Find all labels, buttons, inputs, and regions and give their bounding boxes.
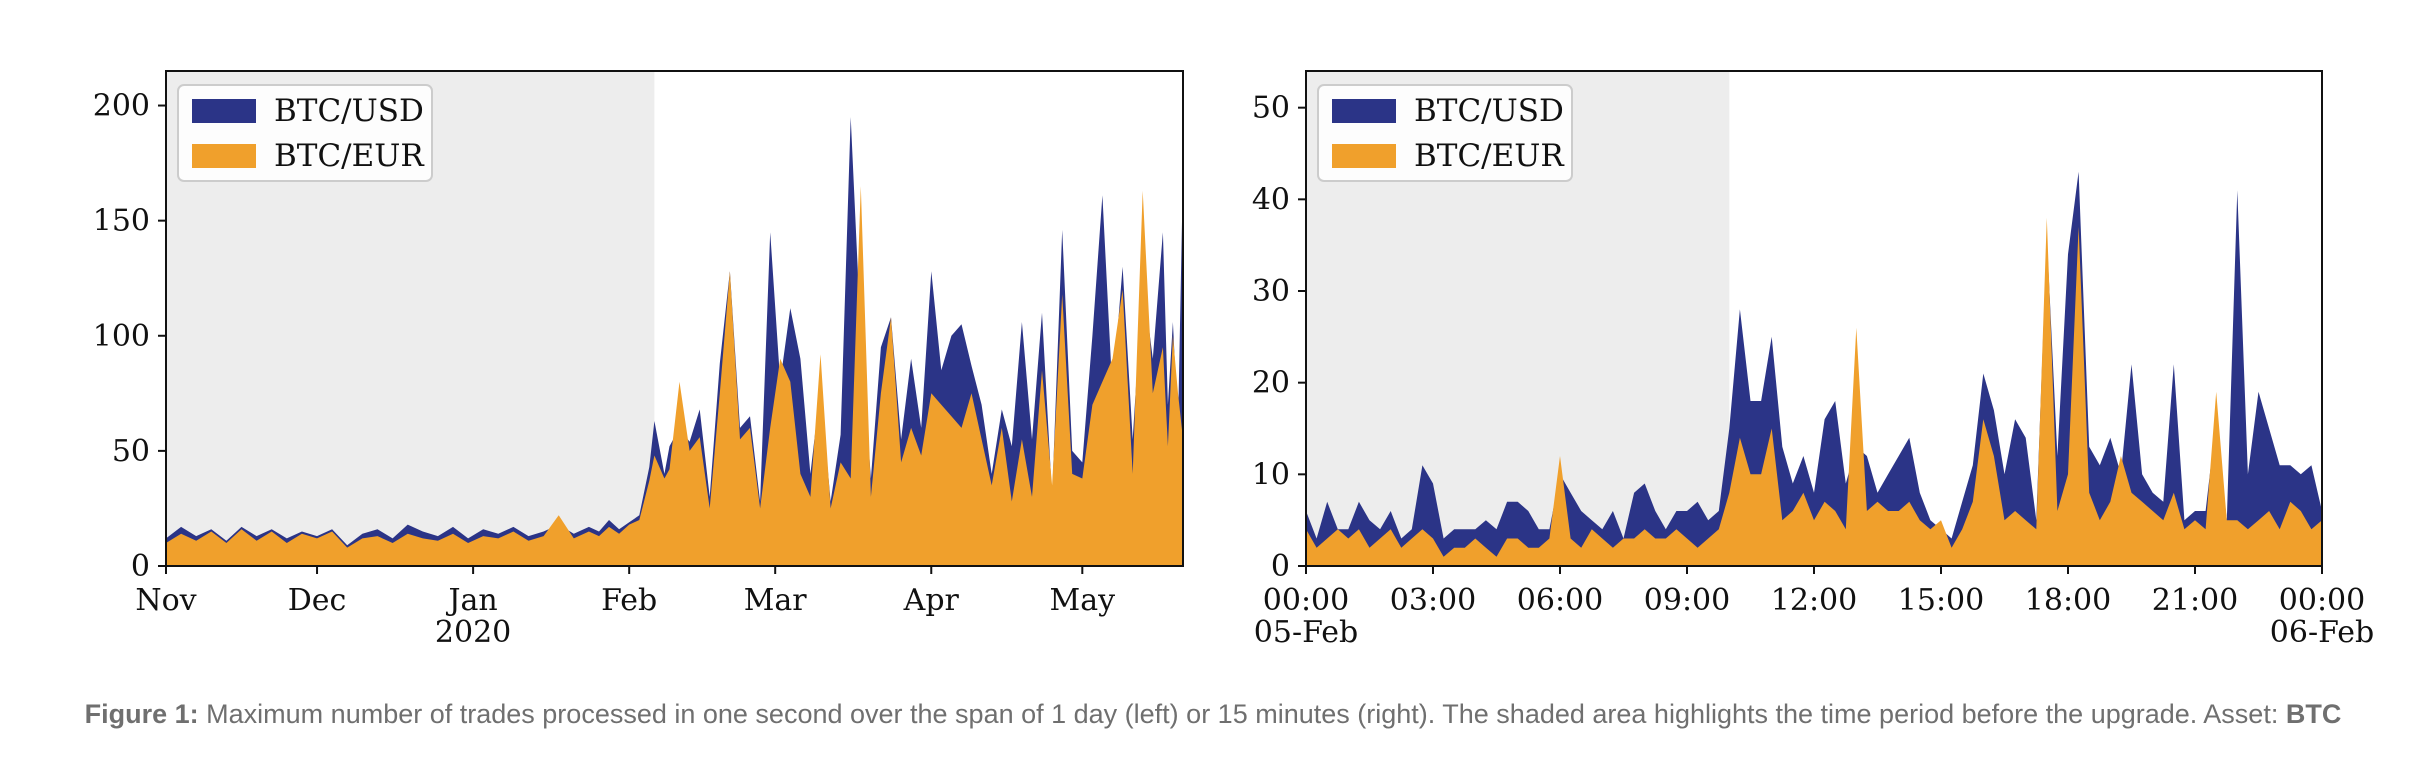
area-series-btc-eur bbox=[1306, 217, 2322, 566]
x-tick-label: 00:00 bbox=[2279, 583, 2365, 618]
caption-label: Figure 1: bbox=[84, 699, 199, 729]
axes-frame bbox=[165, 70, 1184, 567]
y-tick-label: 150 bbox=[93, 204, 150, 239]
x-tick-label: Jan bbox=[445, 583, 497, 618]
x-tick-label: May bbox=[1050, 583, 1116, 618]
y-tick-label: 0 bbox=[1271, 549, 1290, 584]
x-tick-label: 18:00 bbox=[2025, 583, 2111, 618]
legend-swatch bbox=[1332, 144, 1396, 168]
x-tick-sublabel: 05-Feb bbox=[1254, 615, 1358, 650]
x-tick-label: 00:00 bbox=[1263, 583, 1349, 618]
x-tick-label: 09:00 bbox=[1644, 583, 1730, 618]
legend-swatch bbox=[1332, 99, 1396, 123]
y-tick-label: 100 bbox=[93, 319, 150, 354]
x-tick-label: 15:00 bbox=[1898, 583, 1984, 618]
y-tick-label: 30 bbox=[1252, 274, 1290, 309]
x-tick-label: 12:00 bbox=[1771, 583, 1857, 618]
x-tick-sublabel: 2020 bbox=[435, 615, 511, 650]
legend-label: BTC/USD bbox=[1414, 93, 1564, 129]
x-tick-label: Feb bbox=[601, 583, 657, 618]
y-tick-label: 50 bbox=[112, 434, 150, 469]
x-tick-sublabel: 06-Feb bbox=[2270, 615, 2374, 650]
x-tick-label: Mar bbox=[744, 583, 808, 618]
caption-asset: BTC bbox=[2285, 699, 2342, 729]
caption-text: Maximum number of trades processed in on… bbox=[198, 699, 2286, 729]
area-series-btc-eur bbox=[166, 186, 1183, 566]
x-tick-label: Nov bbox=[135, 583, 196, 618]
x-tick-label: 03:00 bbox=[1390, 583, 1476, 618]
y-tick-label: 20 bbox=[1252, 366, 1290, 401]
x-tick-label: Dec bbox=[288, 583, 347, 618]
x-tick-label: 06:00 bbox=[1517, 583, 1603, 618]
legend-swatch bbox=[192, 144, 256, 168]
figure-caption: Figure 1: Maximum number of trades proce… bbox=[0, 693, 2426, 735]
y-tick-label: 10 bbox=[1252, 457, 1290, 492]
legend-label: BTC/USD bbox=[274, 93, 424, 129]
legend-label: BTC/EUR bbox=[274, 138, 425, 174]
y-tick-label: 40 bbox=[1252, 182, 1290, 217]
area-series-btc-usd bbox=[1306, 171, 2322, 567]
y-tick-label: 50 bbox=[1252, 91, 1290, 126]
legend-label: BTC/EUR bbox=[1414, 138, 1565, 174]
x-tick-label: 21:00 bbox=[2152, 583, 2238, 618]
x-tick-label: Apr bbox=[903, 583, 960, 618]
legend-swatch bbox=[192, 99, 256, 123]
y-tick-label: 200 bbox=[93, 89, 150, 124]
y-tick-label: 0 bbox=[131, 549, 150, 584]
